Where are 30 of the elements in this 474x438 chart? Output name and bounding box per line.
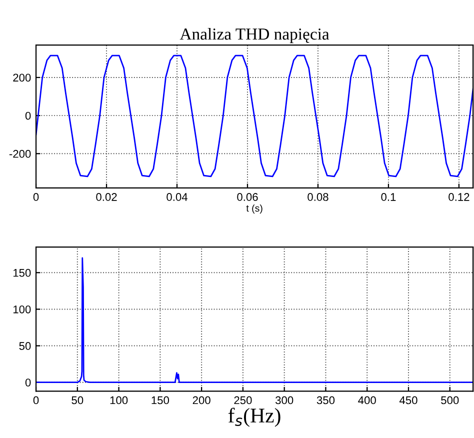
x-axis-title: f$_{s}$(Hz) (228, 408, 280, 427)
y-tick-label: -200 (9, 150, 31, 158)
x-tick-label: 250 (234, 396, 252, 404)
x-tick-label: 350 (316, 396, 335, 404)
x-tick-label: 500 (441, 396, 459, 404)
x-tick-label: 200 (192, 396, 210, 404)
line-series (36, 257, 474, 384)
x-tick-label: 100 (110, 396, 128, 404)
chart-title: Analiza THD napięcia (180, 28, 330, 44)
y-tick-label: 150 (13, 268, 31, 277)
x-axis-title: t (s) (246, 204, 262, 214)
y-tick-label: 200 (13, 74, 31, 82)
x-tick-label: 50 (72, 396, 84, 404)
y-tick-label: 100 (13, 305, 31, 314)
x-tick-label: 0.12 (448, 193, 470, 201)
x-tick-label: 0.06 (237, 193, 258, 201)
x-tick-label: 400 (358, 396, 376, 404)
x-tick-label: 0 (33, 193, 39, 201)
line-series (36, 54, 474, 178)
x-tick-label: 0.02 (96, 193, 117, 201)
x-tick-label: 0.04 (166, 193, 188, 201)
y-tick-label: 0 (25, 378, 31, 386)
y-tick-label: 0 (25, 112, 31, 120)
x-tick-label: 0.08 (308, 193, 328, 201)
y-tick-label: 50 (19, 342, 31, 350)
x-tick-label: 0 (33, 396, 39, 404)
x-tick-label: 150 (152, 396, 170, 404)
x-tick-label: 450 (399, 396, 418, 404)
x-tick-label: 300 (275, 396, 294, 404)
x-tick-label: 0.1 (381, 193, 396, 201)
